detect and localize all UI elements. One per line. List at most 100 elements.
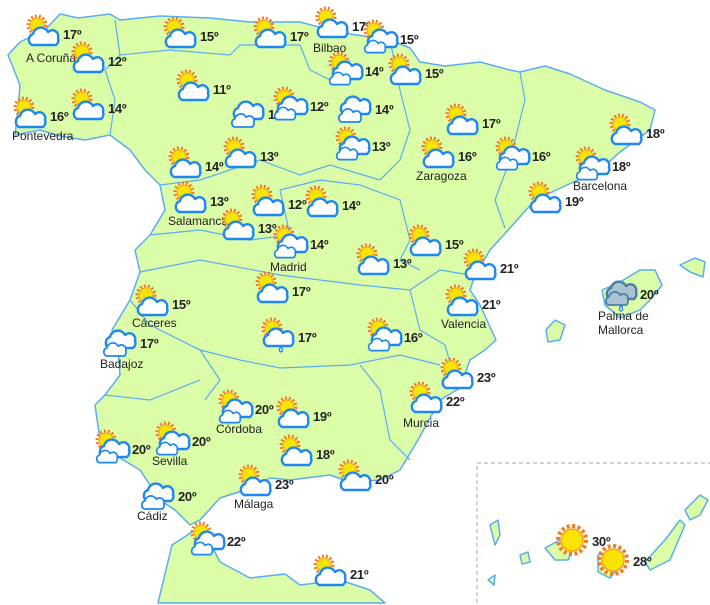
partly-cloudy-icon xyxy=(71,88,105,121)
city-label: Cádiz xyxy=(137,509,168,523)
temperature: 13º xyxy=(393,256,412,271)
temperature: 17º xyxy=(352,19,371,34)
temperature: 23º xyxy=(275,477,294,492)
la-palma xyxy=(489,519,501,546)
city-label: Pontevedra xyxy=(12,129,74,143)
temperature: 20º xyxy=(640,287,659,302)
city-label: Zaragoza xyxy=(416,169,467,183)
partly-cloudy-icon xyxy=(238,464,272,497)
partly-cloudy-icon xyxy=(609,113,643,146)
partly-cloudy-icon xyxy=(338,459,372,492)
temperature: 16º xyxy=(532,149,551,164)
partly-cloudy-icon xyxy=(421,136,455,169)
sun-two-clouds-icon xyxy=(367,317,403,352)
partly-cloudy-icon xyxy=(528,181,562,214)
fuerteventura xyxy=(644,519,686,571)
temperature: 12º xyxy=(288,197,307,212)
city-label: Málaga xyxy=(234,497,274,511)
sun-two-clouds-icon xyxy=(273,224,309,259)
temperature: 20º xyxy=(132,442,151,457)
temperature: 15º xyxy=(200,29,219,44)
sun-two-clouds-icon xyxy=(273,86,309,121)
partly-cloudy-icon xyxy=(388,53,422,86)
partly-cloudy-icon xyxy=(71,41,105,74)
temperature: 30º xyxy=(592,534,611,549)
temperature: 23º xyxy=(477,370,496,385)
temperature: 22º xyxy=(227,534,246,549)
temperature: 15º xyxy=(445,237,464,252)
temperature: 17º xyxy=(292,284,311,299)
temperature: 17º xyxy=(63,27,82,42)
partly-cloudy-icon xyxy=(463,248,497,281)
sun-two-clouds-icon xyxy=(335,126,371,161)
temperature: 15º xyxy=(425,66,444,81)
partly-cloudy-icon xyxy=(408,224,442,257)
temperature: 13º xyxy=(260,149,279,164)
cloudy-icon xyxy=(102,329,137,357)
temperature: 14º xyxy=(205,159,224,174)
partly-cloudy-icon xyxy=(221,208,255,241)
cloudy-icon xyxy=(230,100,265,128)
temperature: 20º xyxy=(178,489,197,504)
temperature: 15º xyxy=(400,32,419,47)
temperature: 17º xyxy=(482,116,501,131)
temperature: 18º xyxy=(612,159,631,174)
city-label: A Coruña xyxy=(26,51,77,65)
temperature: 14º xyxy=(375,102,394,117)
city-label: Murcia xyxy=(403,416,440,430)
partly-cloudy-icon xyxy=(279,434,313,467)
sun-two-clouds-icon xyxy=(95,429,131,464)
temperature: 18º xyxy=(316,447,335,462)
partly-cloudy-icon xyxy=(168,146,202,179)
temperature: 13º xyxy=(372,139,391,154)
la-gomera xyxy=(519,551,531,565)
partly-cloudy-icon xyxy=(445,284,479,317)
temperature: 16º xyxy=(404,330,423,345)
temperature: 17º xyxy=(140,336,159,351)
city-label: Salamanca xyxy=(168,214,229,228)
partly-cloudy-icon xyxy=(176,69,210,102)
temperature: 17º xyxy=(290,29,309,44)
cloudy-icon xyxy=(140,482,175,510)
partly-cloudy-icon xyxy=(163,16,197,49)
temperature: 20º xyxy=(255,402,274,417)
temperature: 21º xyxy=(500,261,519,276)
sun-cloud-rain-icon xyxy=(261,317,295,353)
city-label: Córdoba xyxy=(216,422,263,436)
temperature: 14º xyxy=(108,101,127,116)
temperature: 22º xyxy=(446,394,465,409)
sun-two-clouds-icon xyxy=(218,389,254,424)
partly-cloudy-icon xyxy=(276,396,310,429)
sun-two-clouds-icon xyxy=(328,51,364,86)
temperature: 20º xyxy=(375,472,394,487)
el-hierro xyxy=(487,574,496,586)
temperature: 21º xyxy=(482,297,501,312)
sun-two-clouds-icon xyxy=(363,19,399,54)
partly-cloudy-icon xyxy=(409,381,443,414)
partly-cloudy-icon xyxy=(313,554,347,587)
sun-two-clouds-icon xyxy=(155,421,191,456)
partly-cloudy-icon xyxy=(223,136,257,169)
sun-two-clouds-icon xyxy=(190,521,226,556)
temperature: 12º xyxy=(310,99,329,114)
ibiza xyxy=(545,319,566,343)
partly-cloudy-icon xyxy=(135,284,169,317)
sun-two-clouds-icon xyxy=(575,146,611,181)
temperature: 13º xyxy=(210,194,229,209)
partly-cloudy-icon xyxy=(13,96,47,129)
temperature: 28º xyxy=(633,554,652,569)
temperature: 17º xyxy=(298,330,317,345)
partly-cloudy-icon xyxy=(26,14,60,47)
canary-inset-frame xyxy=(476,462,710,603)
lanzarote xyxy=(684,494,709,521)
temperature: 16º xyxy=(50,109,69,124)
city-label: Sevilla xyxy=(152,454,188,468)
partly-cloudy-icon xyxy=(253,16,287,49)
temperature: 14º xyxy=(310,237,329,252)
cloudy-icon xyxy=(337,95,372,123)
city-label: Bilbao xyxy=(313,41,347,55)
temperature: 15º xyxy=(172,297,191,312)
sun-two-clouds-icon xyxy=(495,136,531,171)
sunny-icon xyxy=(556,524,588,556)
partly-cloudy-icon xyxy=(356,243,390,276)
